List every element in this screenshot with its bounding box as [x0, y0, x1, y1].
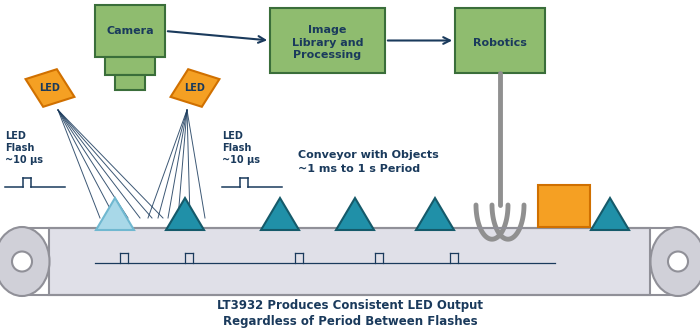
- Text: LED
Flash
~10 μs: LED Flash ~10 μs: [5, 130, 43, 165]
- Text: Robotics: Robotics: [473, 38, 527, 47]
- Text: Conveyor with Objects
~1 ms to 1 s Period: Conveyor with Objects ~1 ms to 1 s Perio…: [298, 150, 439, 174]
- Bar: [115, 75, 145, 90]
- Polygon shape: [26, 69, 74, 107]
- Bar: [95, 5, 165, 57]
- Text: LED: LED: [40, 83, 60, 93]
- Polygon shape: [261, 198, 299, 230]
- Bar: [105, 57, 155, 75]
- Bar: [270, 8, 385, 73]
- Polygon shape: [96, 198, 134, 230]
- Bar: [455, 8, 545, 73]
- Ellipse shape: [12, 252, 32, 272]
- Bar: [49, 228, 650, 295]
- Ellipse shape: [668, 252, 688, 272]
- Text: Camera: Camera: [106, 26, 154, 36]
- Ellipse shape: [650, 227, 700, 296]
- Polygon shape: [591, 198, 629, 230]
- Polygon shape: [171, 69, 219, 107]
- Polygon shape: [336, 198, 374, 230]
- Polygon shape: [166, 198, 204, 230]
- Text: LED: LED: [185, 83, 205, 93]
- Text: Image
Library and
Processing: Image Library and Processing: [292, 25, 363, 60]
- Text: Regardless of Period Between Flashes: Regardless of Period Between Flashes: [223, 315, 477, 328]
- Bar: [538, 185, 590, 227]
- Polygon shape: [416, 198, 454, 230]
- Text: LT3932 Produces Consistent LED Output: LT3932 Produces Consistent LED Output: [217, 299, 483, 312]
- Ellipse shape: [0, 227, 50, 296]
- Text: LED
Flash
~10 μs: LED Flash ~10 μs: [222, 130, 260, 165]
